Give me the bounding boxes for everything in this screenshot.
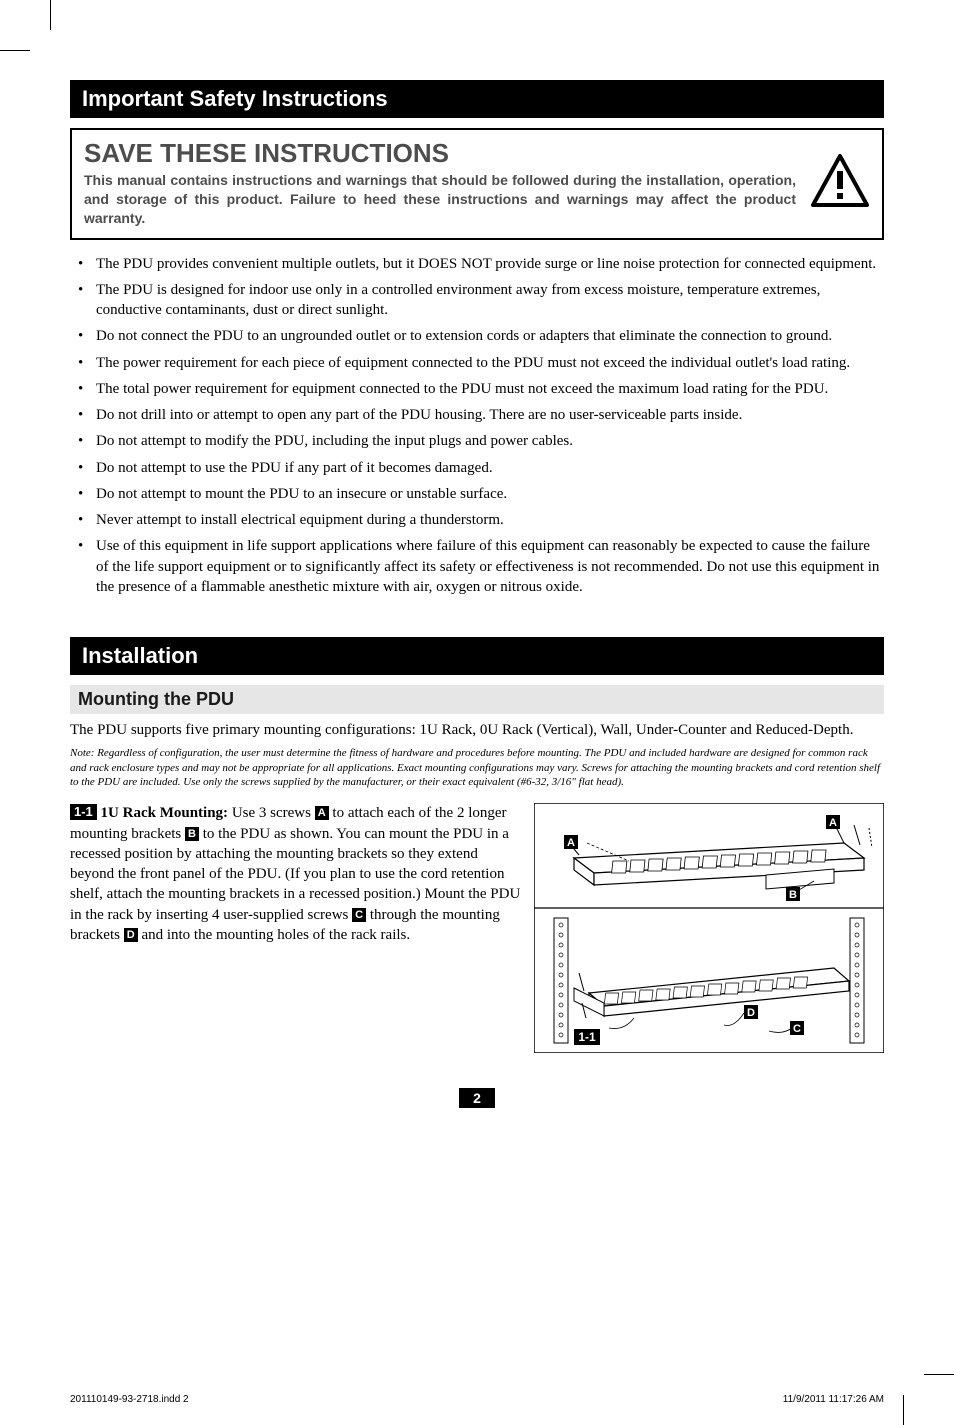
list-item: The PDU provides convenient multiple out… xyxy=(96,254,884,274)
list-item: Use of this equipment in life support ap… xyxy=(96,536,884,597)
label-b: B xyxy=(185,827,199,841)
mounting-note: Note: Regardless of configuration, the u… xyxy=(70,746,884,789)
mounting-diagram: A A B xyxy=(534,803,884,1058)
list-item: The PDU is designed for indoor use only … xyxy=(96,280,884,321)
step-title: 1U Rack Mounting: xyxy=(101,805,229,821)
document-page: Important Safety Instructions SAVE THESE… xyxy=(0,0,954,1425)
crop-mark xyxy=(924,1374,954,1375)
footer-left: 201110149-93-2718.indd 2 xyxy=(70,1394,189,1405)
diagram-label-b: B xyxy=(789,889,797,901)
step-tag: 1-1 xyxy=(70,804,97,820)
save-body: This manual contains instructions and wa… xyxy=(84,171,796,228)
list-item: The total power requirement for equipmen… xyxy=(96,379,884,399)
save-instructions-box: SAVE THESE INSTRUCTIONS This manual cont… xyxy=(70,128,884,240)
save-title: SAVE THESE INSTRUCTIONS xyxy=(84,138,796,169)
diagram-label-a: A xyxy=(567,837,575,849)
step-row: 1-1 1U Rack Mounting: Use 3 screws A to … xyxy=(70,803,884,1058)
label-a: A xyxy=(315,806,329,820)
page-footer: 201110149-93-2718.indd 2 11/9/2011 11:17… xyxy=(70,1394,884,1405)
diagram-label-d: D xyxy=(747,1007,755,1019)
label-d: D xyxy=(124,928,138,942)
save-instructions-text: SAVE THESE INSTRUCTIONS This manual cont… xyxy=(84,138,796,228)
label-c: C xyxy=(352,908,366,922)
safety-header: Important Safety Instructions xyxy=(70,80,884,118)
list-item: Do not attempt to modify the PDU, includ… xyxy=(96,431,884,451)
step-part: Use 3 screws xyxy=(228,805,315,821)
mounting-intro: The PDU supports five primary mounting c… xyxy=(70,720,884,740)
installation-header: Installation xyxy=(70,637,884,675)
warning-icon xyxy=(810,153,870,213)
crop-mark xyxy=(903,1395,904,1425)
step-part: and into the mounting holes of the rack … xyxy=(138,927,410,943)
safety-bullet-list: The PDU provides convenient multiple out… xyxy=(70,254,884,598)
list-item: Do not attempt to use the PDU if any par… xyxy=(96,458,884,478)
list-item: Do not drill into or attempt to open any… xyxy=(96,405,884,425)
mounting-subheader: Mounting the PDU xyxy=(70,685,884,714)
step-text: 1-1 1U Rack Mounting: Use 3 screws A to … xyxy=(70,803,522,945)
footer-right: 11/9/2011 11:17:26 AM xyxy=(783,1394,884,1405)
list-item: The power requirement for each piece of … xyxy=(96,353,884,373)
diagram-label-c: C xyxy=(793,1023,801,1035)
list-item: Do not attempt to mount the PDU to an in… xyxy=(96,484,884,504)
diagram-step-label: 1-1 xyxy=(578,1030,596,1044)
list-item: Do not connect the PDU to an ungrounded … xyxy=(96,326,884,346)
diagram-label-a2: A xyxy=(829,817,837,829)
page-number: 2 xyxy=(459,1088,495,1108)
crop-mark xyxy=(0,50,30,51)
list-item: Never attempt to install electrical equi… xyxy=(96,510,884,530)
crop-mark xyxy=(50,0,51,30)
